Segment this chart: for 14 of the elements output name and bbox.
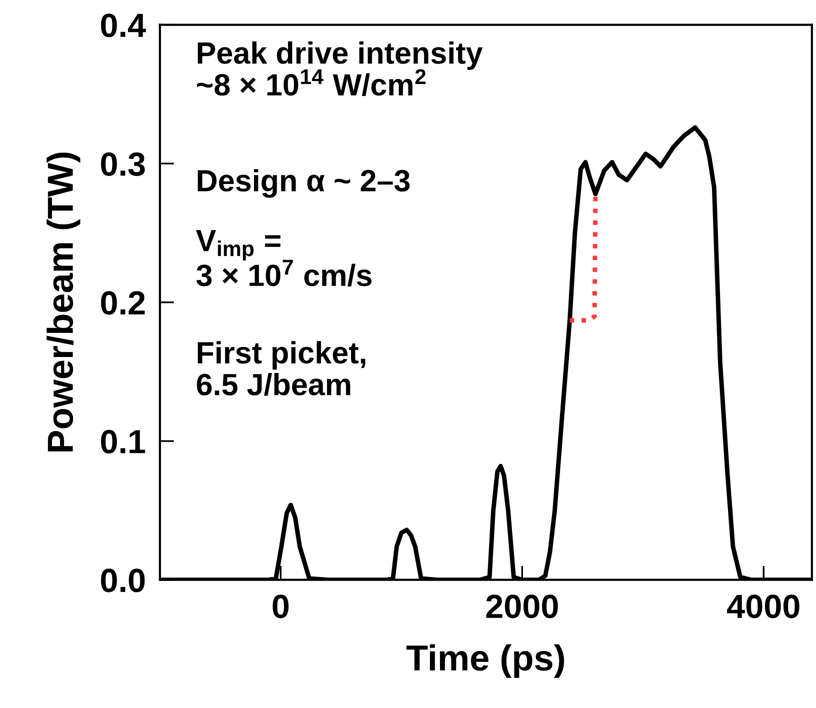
- x-tick-label: 4000: [727, 594, 800, 618]
- annotation: Design α ~ 2–3: [198, 169, 410, 198]
- y-tick-label: 0.1: [101, 430, 146, 454]
- annotation: Peak drive intensity ~8 × 10$^{14}$ W/cm$^{2}$: [197, 41, 483, 96]
- x-axis-title: Time (ps): [406, 644, 564, 678]
- y-tick-label: 0.3: [101, 152, 145, 176]
- annotation: First picket, 6.5 J/beam: [196, 341, 366, 396]
- x-tick-label: 2000: [486, 594, 558, 618]
- y-tick-label: 0.0: [101, 568, 145, 592]
- y-tick-label: 0.2: [101, 291, 145, 315]
- y-axis-title: Power/beam (TW): [46, 152, 80, 452]
- x-tick-label: 0: [272, 594, 289, 618]
- y-tick-label: 0.4: [101, 14, 146, 38]
- annotation: V$_{imp}$ = 3 × 10$^{7}$ cm/s: [196, 230, 372, 287]
